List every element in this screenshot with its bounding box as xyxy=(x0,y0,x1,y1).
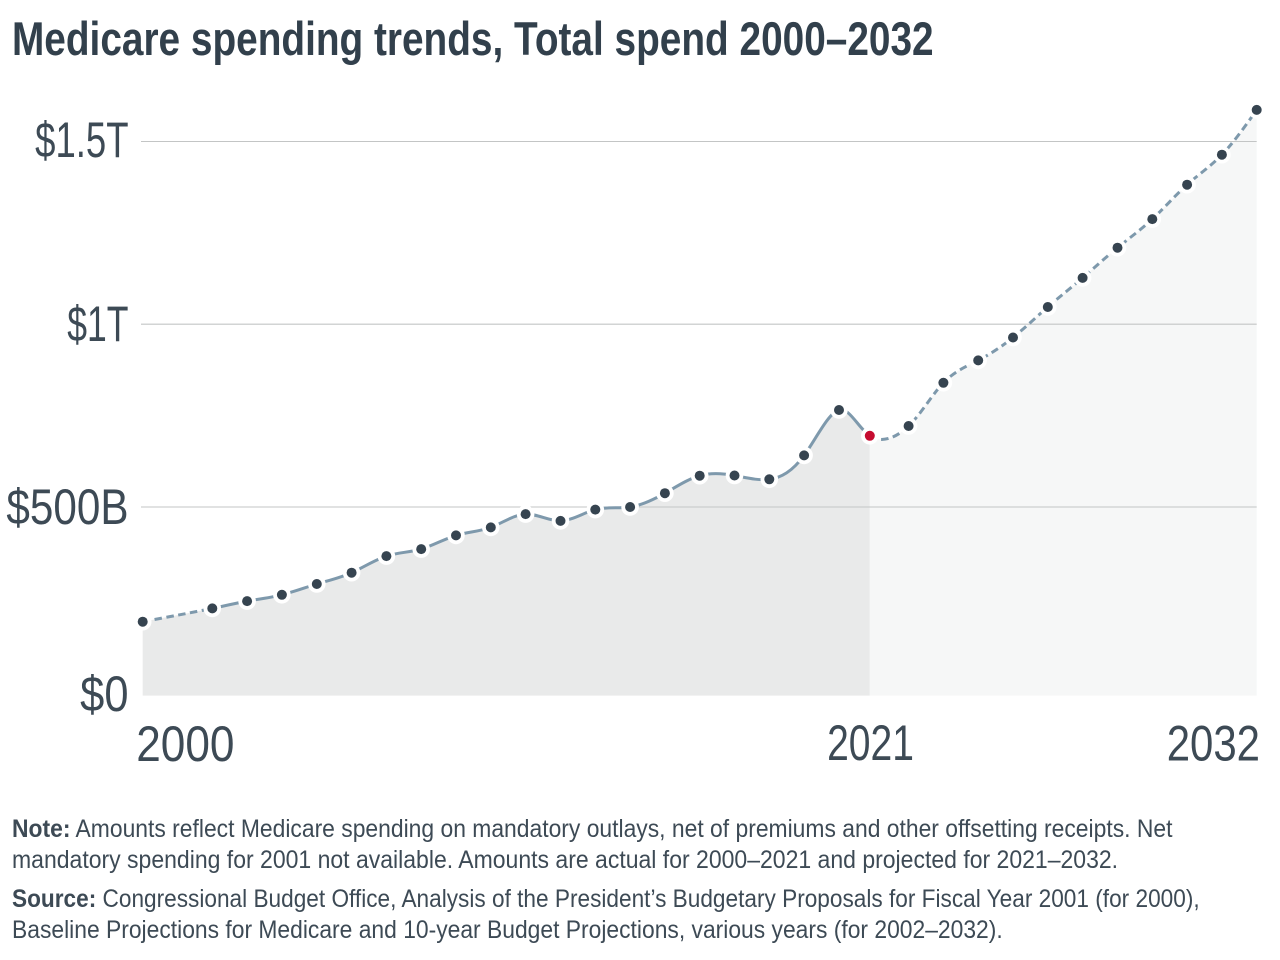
svg-text:2032: 2032 xyxy=(1167,715,1260,771)
svg-text:$0: $0 xyxy=(80,666,128,722)
svg-text:$1T: $1T xyxy=(67,297,128,352)
svg-text:$500B: $500B xyxy=(6,479,128,535)
svg-text:2021: 2021 xyxy=(827,714,914,771)
svg-text:$1.5T: $1.5T xyxy=(35,112,128,168)
svg-text:2000: 2000 xyxy=(136,715,234,771)
